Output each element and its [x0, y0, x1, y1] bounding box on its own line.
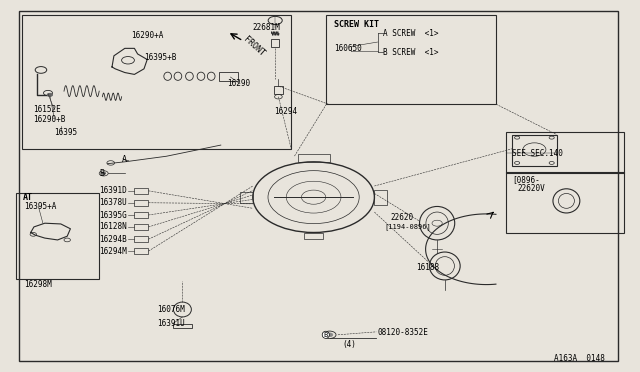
Bar — [374, 190, 387, 205]
Text: [1194-0896]: [1194-0896] — [384, 224, 431, 230]
Text: A163A  0148: A163A 0148 — [554, 355, 604, 363]
Bar — [173, 324, 192, 328]
Bar — [512, 135, 557, 166]
Text: FRONT: FRONT — [242, 35, 266, 58]
Text: B SCREW  <1>: B SCREW <1> — [383, 48, 438, 57]
Text: 16391D: 16391D — [99, 186, 127, 195]
Text: SEE SEC.140: SEE SEC.140 — [512, 149, 563, 158]
Text: AT: AT — [22, 193, 33, 202]
Bar — [274, 86, 283, 94]
Bar — [219, 72, 238, 81]
Text: 22681M: 22681M — [253, 23, 280, 32]
Bar — [134, 236, 148, 242]
Bar — [134, 224, 148, 230]
Text: 16294: 16294 — [274, 107, 297, 116]
Text: 16298M: 16298M — [24, 280, 52, 289]
Text: 16290+B: 16290+B — [33, 115, 66, 124]
Text: 16395G: 16395G — [99, 211, 127, 219]
Text: 16391U: 16391U — [157, 319, 184, 328]
Bar — [326, 15, 496, 104]
Bar — [16, 193, 99, 279]
Text: (4): (4) — [342, 340, 356, 349]
Circle shape — [47, 93, 52, 96]
Bar — [298, 154, 330, 162]
Bar — [506, 132, 624, 173]
Text: B: B — [324, 332, 328, 338]
Text: 22620: 22620 — [390, 213, 413, 222]
Bar — [506, 172, 624, 232]
Text: A: A — [122, 155, 127, 164]
Circle shape — [102, 172, 106, 174]
Text: 160650: 160650 — [334, 44, 362, 53]
Text: 08120-8352E: 08120-8352E — [378, 328, 428, 337]
Circle shape — [326, 333, 333, 337]
Text: SCREW KIT: SCREW KIT — [334, 20, 379, 29]
Bar — [134, 248, 148, 254]
Text: 16290+A: 16290+A — [131, 31, 164, 40]
Text: 16395+B: 16395+B — [144, 53, 177, 62]
Text: B: B — [99, 169, 104, 178]
Text: 16290: 16290 — [227, 79, 250, 88]
Text: 16395+A: 16395+A — [24, 202, 57, 211]
Text: 22620V: 22620V — [517, 184, 545, 193]
Text: 16076M: 16076M — [157, 305, 184, 314]
Bar — [271, 39, 279, 47]
Bar — [240, 192, 253, 203]
Text: 16395: 16395 — [54, 128, 77, 137]
Bar — [134, 200, 148, 206]
Text: 16294M: 16294M — [99, 247, 127, 256]
Text: 16188: 16188 — [416, 263, 439, 272]
Text: 16294B: 16294B — [99, 235, 127, 244]
Text: [0896-: [0896- — [512, 175, 540, 184]
Text: 16128N: 16128N — [99, 222, 127, 231]
Text: 16152E: 16152E — [33, 105, 61, 114]
Text: A SCREW  <1>: A SCREW <1> — [383, 29, 438, 38]
Bar — [304, 232, 323, 239]
Bar — [22, 15, 291, 149]
Bar — [134, 188, 148, 194]
Text: 16378U: 16378U — [99, 198, 127, 207]
Bar — [134, 212, 148, 218]
